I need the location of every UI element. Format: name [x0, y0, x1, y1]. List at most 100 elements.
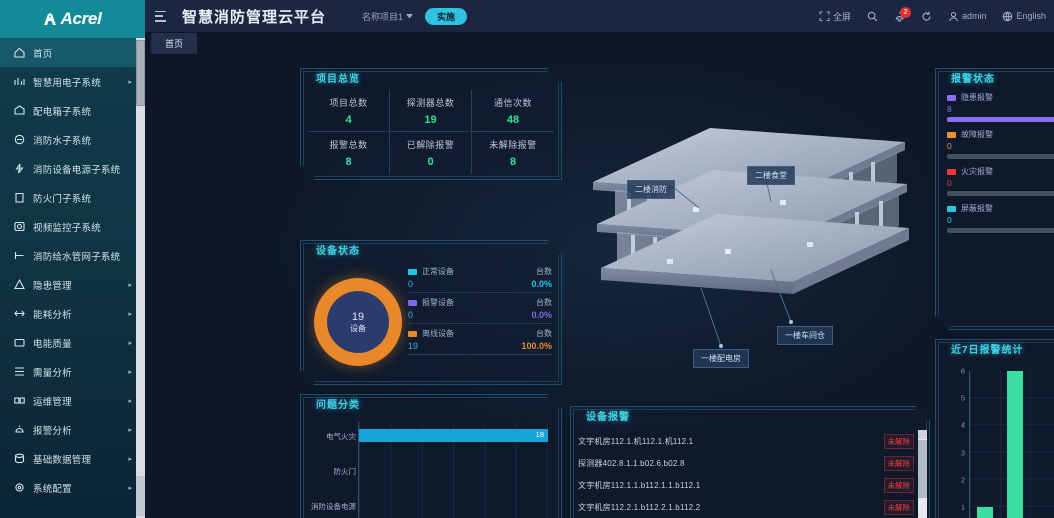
legend-name: 正常设备 — [422, 267, 454, 276]
sidebar-menu: 首页 智慧用电子系统 ▸ 配电箱子系统 消防水子系统 消防设备电源子系统 防火门子系统 视频监… — [0, 38, 145, 502]
legend-percent: 100.0% — [521, 341, 552, 351]
stat-label: 通信次数 — [493, 97, 532, 108]
home-icon — [14, 47, 25, 58]
sidebar-item-15[interactable]: 系统配置 ▸ — [0, 473, 145, 502]
panel-title: 项目总览 — [316, 74, 360, 85]
seven-day-y-tick-3: 3 — [960, 448, 965, 457]
alarm-list[interactable]: 文宇机房112.1.机112.1.机112.1 未解除 探测器402.8.1.1.b… — [578, 430, 914, 518]
sidebar: Acrel 首页 智慧用电子系统 ▸ 配电箱子系统 消防水子系统 消防设备电源子系统 防火门… — [0, 0, 145, 518]
model-label-2[interactable]: 一楼配电房 — [693, 349, 749, 368]
sidebar-item-6[interactable]: 视频监控子系统 — [0, 212, 145, 241]
brand-logo[interactable]: Acrel — [0, 0, 145, 38]
alarm-status-tag: 未解除 — [883, 433, 914, 449]
sidebar-item-label: 消防水子系统 — [33, 135, 92, 147]
user-icon — [948, 11, 959, 22]
seven-day-y-tick-5: 5 — [960, 393, 965, 403]
donut-caption: 设备 — [350, 323, 366, 333]
sidebar-item-4[interactable]: 消防设备电源子系统 — [0, 154, 145, 183]
sidebar-scrollbar[interactable] — [136, 38, 145, 518]
sidebar-item-11[interactable]: 需量分析 ▸ — [0, 357, 145, 386]
camera-icon — [14, 221, 25, 232]
status-bar-fill — [947, 117, 1054, 122]
sidebar-item-7[interactable]: 消防给水管网子系统 — [0, 241, 145, 270]
stat-value: 48 — [506, 113, 520, 126]
seven-day-bar-1[interactable] — [1006, 371, 1023, 518]
status-count: 0 — [947, 178, 952, 188]
legend-count: 0 — [408, 279, 414, 289]
alarm-list-item-3[interactable]: 文宇机房112.2.1.b112.2.1.b112.2 未解除 — [578, 496, 914, 518]
donut-ring: 19 设备 — [314, 278, 402, 366]
device-alarm-panel: 设备报警 文宇机房112.1.机112.1.机112.1 未解除 探测器402.8.… — [570, 406, 930, 518]
sidebar-item-label: 运维管理 — [33, 396, 72, 408]
building-model-svg — [593, 128, 909, 348]
status-bar-track — [947, 154, 1054, 159]
sidebar-item-14[interactable]: 基础数据管理 ▸ — [0, 444, 145, 473]
status-name: 隐患报警 — [961, 93, 993, 102]
sidebar-item-5[interactable]: 防火门子系统 — [0, 183, 145, 212]
sidebar-item-label: 视频监控子系统 — [33, 222, 101, 234]
sidebar-item-label: 智慧用电子系统 — [33, 77, 101, 89]
project-selector[interactable]: 名称项目1 — [362, 10, 414, 23]
panel-title: 设备报警 — [586, 412, 630, 423]
sidebar-item-10[interactable]: 电能质量 ▸ — [0, 328, 145, 357]
sidebar-item-8[interactable]: 隐患管理 ▸ — [0, 270, 145, 299]
status-pill[interactable]: 实施 — [425, 7, 468, 25]
seven-day-plot-area — [969, 371, 1054, 518]
sidebar-item-12[interactable]: 运维管理 ▸ — [0, 386, 145, 415]
scrollbar-thumb-secondary[interactable] — [136, 476, 145, 516]
scrollbar-thumb[interactable] — [918, 440, 927, 498]
stat-cell-5: 未解除报警 8 — [472, 132, 554, 174]
power-icon — [14, 163, 25, 174]
seven-day-y-tick-6: 6 — [960, 366, 965, 376]
alarm-list-item-0[interactable]: 文宇机房112.1.机112.1.机112.1 未解除 — [578, 430, 914, 452]
alarm-status-tag: 未解除 — [883, 499, 914, 515]
chevron-right-icon: ▸ — [128, 397, 132, 405]
panel-frame — [935, 339, 1054, 518]
building-3d-model[interactable]: 二楼消防 二楼食堂一楼配电房 一楼车间仓 — [575, 74, 925, 374]
sidebar-item-3[interactable]: 消防水子系统 — [0, 125, 145, 154]
model-label-0[interactable]: 二楼消防 — [627, 180, 675, 199]
alarm-list-item-1[interactable]: 探测器402.8.1.1.b02.6.b02.8 未解除 — [578, 452, 914, 474]
model-label-3[interactable]: 一楼车间仓 — [777, 326, 833, 345]
status-bar-track — [947, 191, 1054, 196]
seven-day-bar-chart[interactable]: 0123456 04-1704-1804-1904-2004-2104-2204… — [943, 365, 1054, 518]
sidebar-item-13[interactable]: 报警分析 ▸ — [0, 415, 145, 444]
header-action-0[interactable]: 全屏 — [819, 10, 851, 23]
panel-title: 近7日报警统计 — [951, 345, 1024, 356]
status-color-swatch — [947, 94, 956, 101]
issue-bar-0[interactable]: 18 — [359, 429, 548, 443]
status-count: 8 — [947, 104, 952, 114]
sidebar-item-label: 防火门子系统 — [33, 193, 92, 205]
header-action-2[interactable]: 2 — [894, 6, 911, 22]
stat-cell-1: 探测器总数 19 — [390, 90, 472, 132]
chart-icon — [14, 76, 25, 87]
seven-day-bar-0[interactable] — [976, 506, 993, 518]
device-legend-row-1: 报警设备 台数 0 0.0% — [408, 297, 552, 324]
sidebar-item-2[interactable]: 配电箱子系统 — [0, 96, 145, 125]
scrollbar-thumb[interactable] — [136, 40, 145, 106]
header-action-label: admin — [961, 11, 987, 21]
seven-day-y-tick-4: 4 — [960, 420, 965, 430]
sidebar-item-9[interactable]: 能耗分析 ▸ — [0, 299, 145, 328]
chevron-right-icon: ▸ — [128, 368, 132, 376]
header-action-3[interactable] — [921, 11, 932, 22]
donut-center: 19 设备 — [327, 291, 389, 353]
issue-category-label-2: 消防设备电源 — [311, 501, 356, 511]
tab-0[interactable]: 首页 — [151, 33, 198, 54]
sidebar-item-0[interactable]: 首页 — [0, 38, 145, 67]
header-actions: 全屏 2 admin English — [819, 0, 1046, 32]
sidebar-item-1[interactable]: 智慧用电子系统 ▸ — [0, 67, 145, 96]
alarm-list-item-2[interactable]: 文宇机房112.1.1.b112.1.1.b112.1 未解除 — [578, 474, 914, 496]
scrollbar-up-arrow[interactable] — [918, 430, 927, 439]
header-action-5[interactable]: English — [1002, 11, 1046, 22]
chevron-right-icon: ▸ — [128, 339, 132, 347]
tab-bar: 首页 — [145, 32, 1054, 54]
header-action-4[interactable]: admin — [948, 11, 987, 22]
hamburger-icon[interactable] — [155, 10, 168, 22]
issue-bar-chart[interactable]: 18 0369121518 电气火灾防火门消防设备电源应急照明 — [306, 418, 552, 518]
device-donut-chart[interactable]: 19 设备 — [314, 278, 402, 366]
header-action-1[interactable] — [867, 11, 878, 22]
alarm-list-scrollbar[interactable] — [918, 430, 927, 518]
language-icon — [1002, 11, 1013, 22]
model-label-1[interactable]: 二楼食堂 — [747, 166, 795, 185]
